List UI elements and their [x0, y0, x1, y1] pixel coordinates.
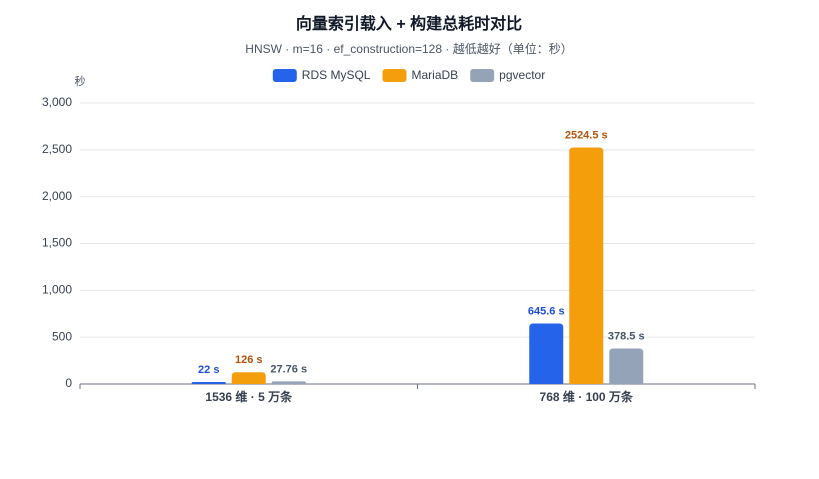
bar: [231, 372, 266, 384]
data-label: 126 s: [235, 354, 263, 366]
y-tick-label: 1,500: [42, 236, 72, 250]
data-label: 22 s: [198, 364, 219, 376]
bar: [569, 147, 604, 384]
y-tick-label: 2,000: [42, 189, 72, 203]
y-tick-label: 500: [52, 329, 72, 343]
bar: [529, 323, 564, 384]
chart-title: 向量索引载入 + 构建总耗时对比: [296, 14, 522, 33]
x-tick-label: 768 维 · 100 万条: [540, 389, 634, 404]
legend-swatch: [470, 69, 495, 82]
x-tick-label: 1536 维 · 5 万条: [205, 389, 293, 404]
data-label: 378.5 s: [608, 330, 645, 342]
legend-label: pgvector: [499, 68, 545, 82]
data-label: 27.76 s: [270, 363, 307, 375]
bar: [191, 381, 226, 384]
legend-swatch: [272, 69, 297, 82]
bar: [271, 381, 306, 384]
legend-label: RDS MySQL: [302, 68, 371, 82]
y-tick-label: 2,500: [42, 142, 72, 156]
bar: [609, 348, 644, 384]
legend-label: MariaDB: [411, 68, 458, 82]
y-tick-label: 0: [65, 376, 72, 390]
legend-swatch: [382, 69, 407, 82]
data-label: 2524.5 s: [565, 129, 608, 141]
data-label: 645.6 s: [528, 305, 565, 317]
y-axis-label: 秒: [75, 74, 86, 88]
y-tick-label: 3,000: [42, 95, 72, 109]
chart-subtitle: HNSW · m=16 · ef_construction=128 · 越低越好…: [245, 41, 572, 56]
y-tick-label: 1,000: [42, 283, 72, 297]
